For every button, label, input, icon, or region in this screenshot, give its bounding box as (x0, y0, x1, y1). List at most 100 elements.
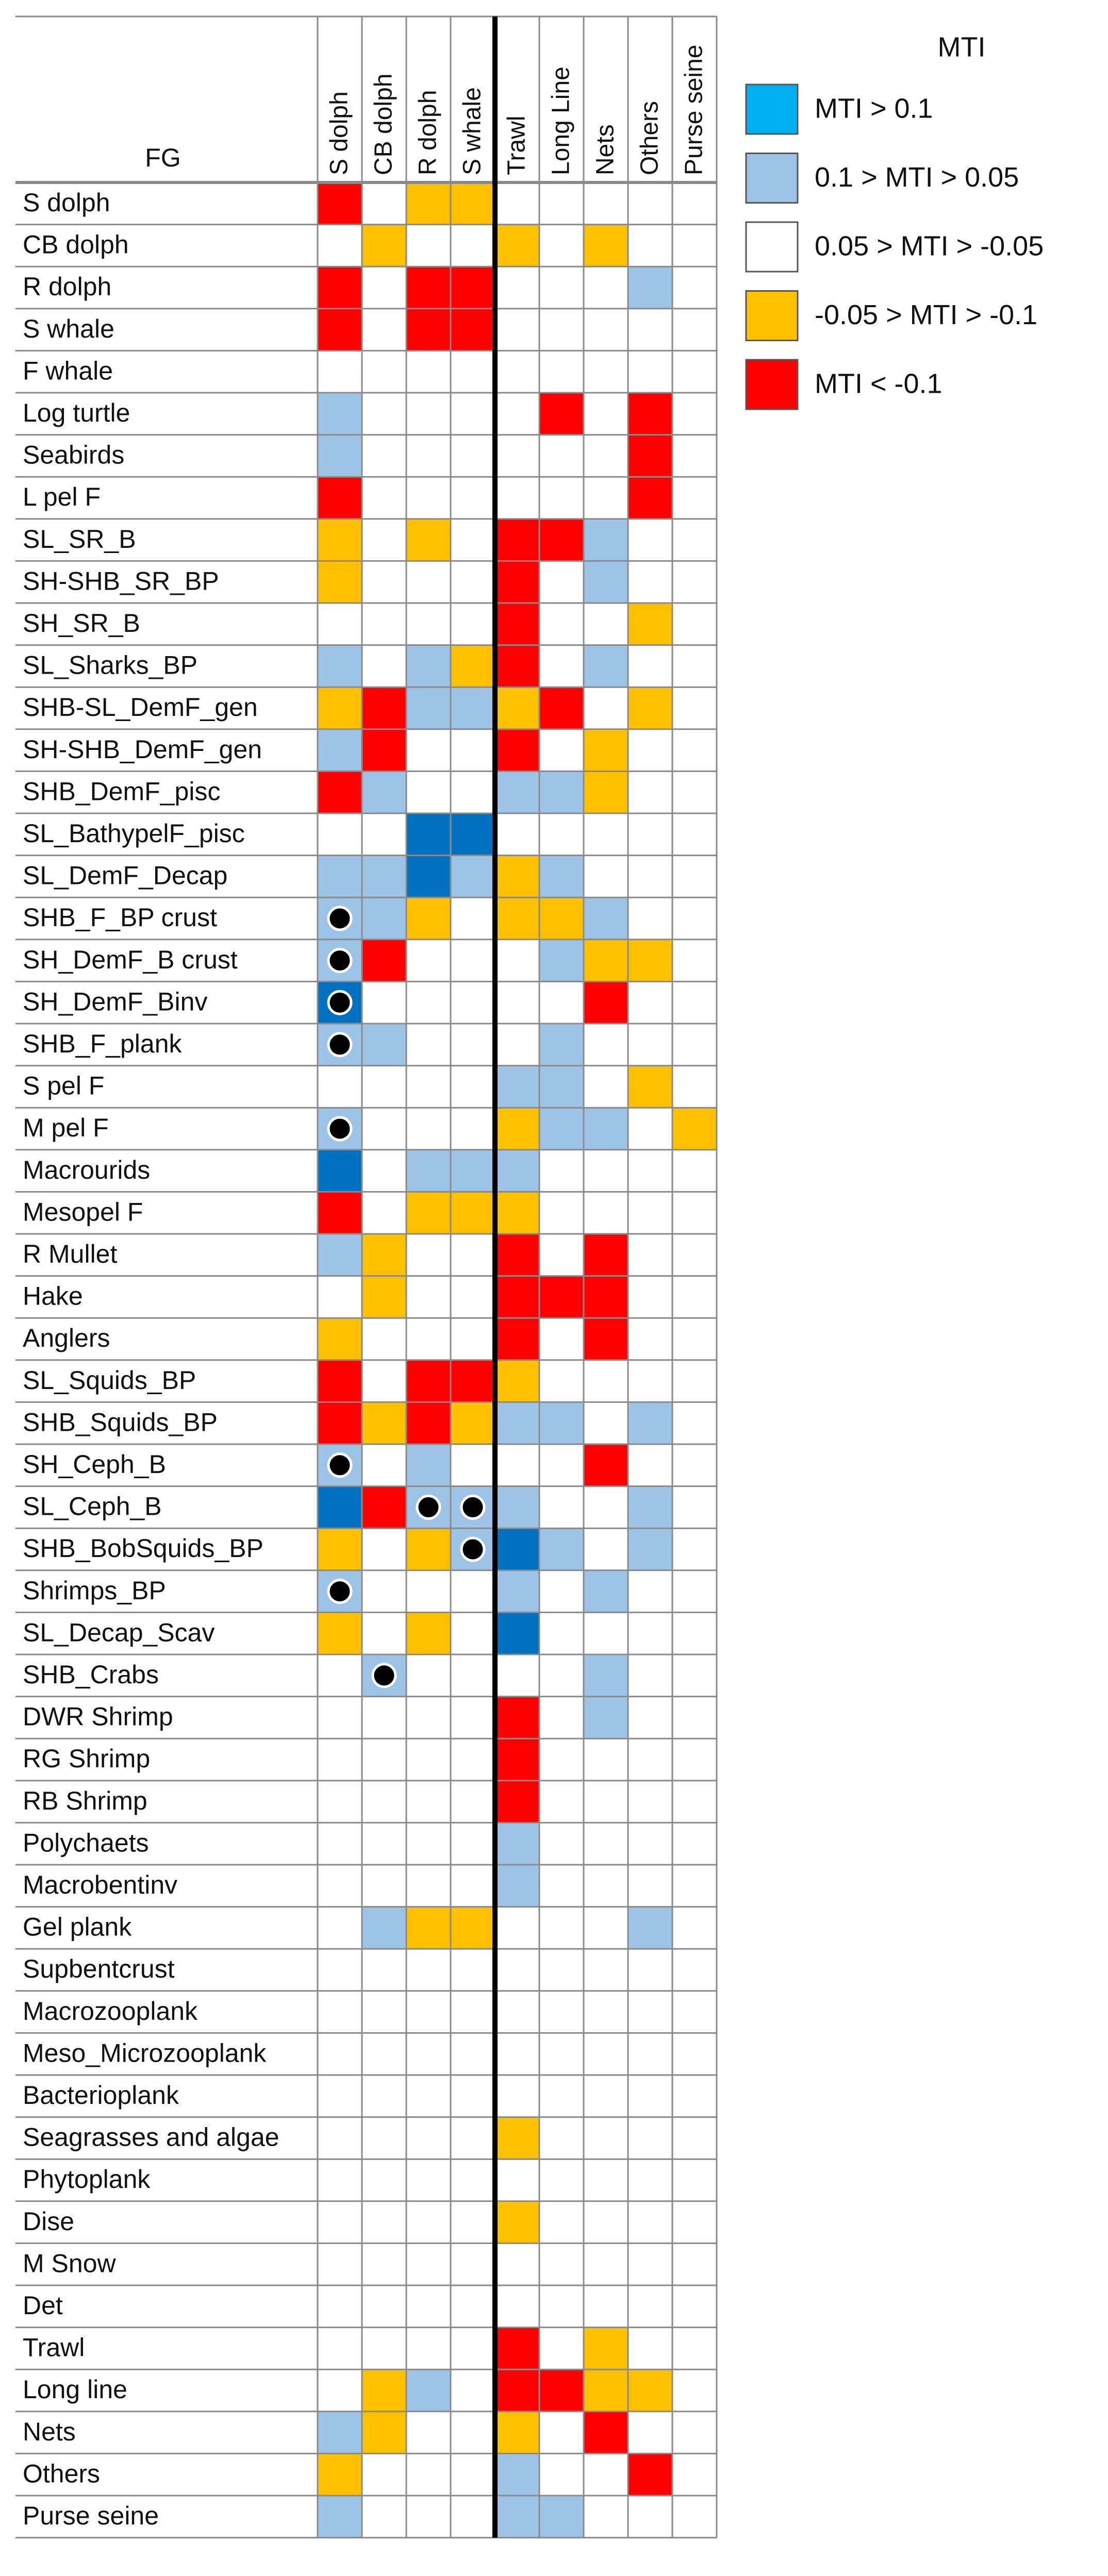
cell (406, 224, 451, 267)
cell (451, 2327, 495, 2370)
cell (628, 1318, 672, 1360)
cell (318, 1528, 362, 1570)
cell (584, 813, 628, 856)
cell (406, 308, 451, 351)
cell (539, 561, 584, 603)
cell (495, 687, 539, 729)
row-label: M Snow (23, 2249, 117, 2278)
row-label: CB dolph (23, 230, 129, 259)
cell (495, 1865, 539, 1907)
cell (584, 687, 628, 729)
cell (672, 350, 717, 393)
cell (406, 1865, 451, 1907)
dot (327, 990, 353, 1015)
cell (451, 981, 495, 1024)
cell (495, 771, 539, 813)
cell (672, 477, 717, 519)
row-label: Anglers (23, 1324, 110, 1352)
cell (406, 518, 451, 561)
cell (495, 1654, 539, 1697)
cell (628, 1192, 672, 1234)
cell (362, 2496, 406, 2538)
cell (318, 434, 362, 477)
cell (495, 308, 539, 351)
cell (672, 434, 717, 477)
cell (318, 729, 362, 772)
row-label: RG Shrimp (23, 1744, 150, 1773)
row-label: Supbentcrust (23, 1954, 175, 1983)
cell (584, 2243, 628, 2285)
cell (406, 855, 451, 898)
cell (318, 182, 362, 225)
cell (672, 1024, 717, 1066)
cell (406, 2411, 451, 2454)
cell (318, 2369, 362, 2412)
cell (406, 1276, 451, 1318)
row-label: SHB_DemF_pisc (23, 777, 220, 806)
cell (406, 477, 451, 519)
cell (628, 687, 672, 729)
cell (495, 224, 539, 267)
cell (451, 855, 495, 898)
cell (362, 182, 406, 225)
dot (371, 1663, 397, 1688)
cell (362, 308, 406, 351)
cell (406, 1949, 451, 1991)
cell (539, 1654, 584, 1697)
cell (539, 1108, 584, 1150)
cell (318, 1865, 362, 1907)
cell (584, 434, 628, 477)
cell (672, 687, 717, 729)
cell (451, 1780, 495, 1823)
cell (672, 813, 717, 856)
row-label: Dise (23, 2207, 74, 2236)
cell (451, 2159, 495, 2201)
cell (495, 729, 539, 772)
cell (628, 1780, 672, 1823)
cell (362, 434, 406, 477)
cell (539, 393, 584, 435)
cell (451, 1906, 495, 1949)
legend-label: MTI < -0.1 (815, 368, 942, 399)
cell (451, 1570, 495, 1613)
cell (584, 1108, 628, 1150)
cell (318, 2075, 362, 2117)
cell (451, 1949, 495, 1991)
cell (451, 1360, 495, 1402)
row-label: Gel plank (23, 1913, 132, 1942)
cell (672, 1528, 717, 1570)
cell (362, 687, 406, 729)
cell (539, 2159, 584, 2201)
cell (628, 1444, 672, 1486)
cell (672, 224, 717, 267)
row-label: SH-SHB_DemF_gen (23, 735, 262, 764)
row-label: Mesopel F (23, 1197, 143, 1226)
cell (628, 518, 672, 561)
cell (672, 561, 717, 603)
cell (539, 308, 584, 351)
dot (327, 906, 353, 931)
cell (362, 561, 406, 603)
cell (584, 1865, 628, 1907)
cell (584, 1276, 628, 1318)
cell (451, 2453, 495, 2496)
cell (362, 1024, 406, 1066)
row-label: S whale (23, 314, 114, 343)
cell (495, 1612, 539, 1654)
cell (539, 2243, 584, 2285)
cell (539, 1402, 584, 1444)
fg-header: FG (145, 143, 180, 172)
cell (672, 2369, 717, 2412)
cell (628, 2453, 672, 2496)
cell (451, 2243, 495, 2285)
row-label: Others (23, 2459, 100, 2488)
cell (362, 2033, 406, 2075)
cell (451, 1865, 495, 1907)
cell (628, 1654, 672, 1697)
legend-title: MTI (938, 31, 986, 62)
cell (539, 1192, 584, 1234)
cell (495, 393, 539, 435)
cell (628, 1990, 672, 2033)
row-label: SH_DemF_B crust (23, 945, 238, 974)
cell (495, 266, 539, 309)
